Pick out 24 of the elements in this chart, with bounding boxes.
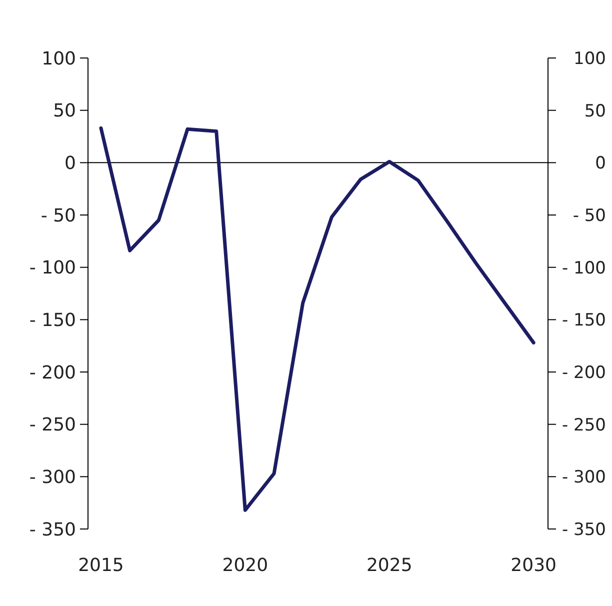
y2-tick-label: - 50 — [572, 206, 606, 226]
y-tick-label: - 100 — [29, 258, 76, 279]
x-tick-label: 2025 — [366, 555, 412, 576]
y2-tick-label: 100 — [574, 48, 606, 69]
y-tick-label: 0 — [64, 152, 76, 174]
x-tick-label: 2030 — [510, 555, 556, 576]
y2-tick-label: - 300 — [562, 468, 606, 488]
y-tick-label: - 250 — [29, 414, 76, 436]
y2-tick-label: - 350 — [562, 520, 606, 540]
x-tick-label: 2020 — [222, 555, 268, 576]
y-tick-label: - 200 — [29, 362, 76, 384]
y2-tick-label: 50 — [584, 101, 606, 122]
y-tick-label: 100 — [42, 48, 76, 70]
y-tick-label: - 300 — [29, 466, 76, 488]
y-tick-label: - 350 — [29, 519, 76, 540]
y2-tick-label: - 150 — [562, 310, 606, 331]
y2-tick-label: - 200 — [562, 362, 606, 383]
y-tick-label: - 150 — [29, 310, 76, 331]
y2-tick-label: 0 — [595, 154, 606, 174]
y-tick-label: 50 — [53, 100, 76, 122]
y-tick-label: - 50 — [40, 205, 76, 226]
y2-tick-label: - 250 — [562, 415, 606, 436]
x-tick-label: 2015 — [78, 555, 124, 576]
y2-tick-label: - 100 — [562, 258, 606, 278]
